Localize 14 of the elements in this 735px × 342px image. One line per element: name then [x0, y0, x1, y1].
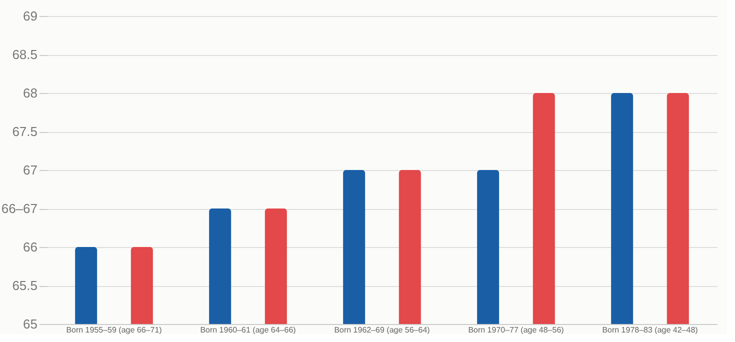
y-tick-label: 65.5 [12, 278, 38, 293]
y-tick-label: 65 [23, 316, 38, 332]
x-tick-label: Born 1960–61 (age 64–66) [200, 326, 296, 334]
x-tick-label: Born 1955–59 (age 66–71) [66, 326, 162, 334]
y-tick-label: 67.5 [12, 124, 38, 139]
y-tick-label: 68 [23, 86, 38, 100]
y-tick-label: 67 [23, 162, 38, 178]
y-tick-label: 66–67 [1, 201, 38, 216]
x-tick-label: Born 1962–69 (age 56–64) [334, 326, 430, 334]
y-tick-label: 68.5 [12, 47, 38, 62]
x-tick-label: Born 1978–83 (age 42–48) [602, 326, 698, 334]
y-tick-label: 66 [23, 240, 38, 254]
x-tick-label: Born 1970–77 (age 48–56) [468, 326, 564, 334]
y-tick-label: 69 [23, 8, 38, 24]
